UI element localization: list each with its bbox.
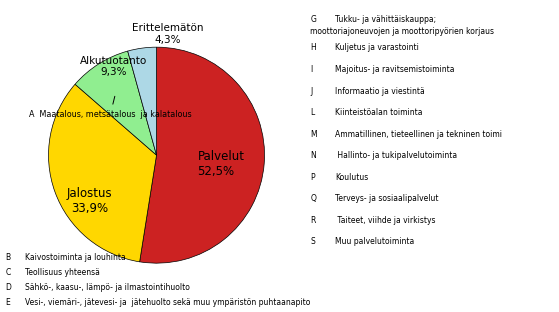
Text: Erittelemätön
4,3%: Erittelemätön 4,3% (131, 23, 203, 45)
Text: P: P (310, 173, 315, 182)
Text: Q: Q (310, 194, 316, 203)
Text: C: C (6, 268, 11, 277)
Text: Taiteet, viihde ja virkistys: Taiteet, viihde ja virkistys (335, 216, 435, 225)
Text: Hallinto- ja tukipalvelutoiminta: Hallinto- ja tukipalvelutoiminta (335, 151, 457, 160)
Text: A  Maatalous, metsätalous  ja kalatalous: A Maatalous, metsätalous ja kalatalous (29, 96, 192, 119)
Text: H: H (310, 43, 316, 52)
Text: Ammatillinen, tieteellinen ja tekninen toimi: Ammatillinen, tieteellinen ja tekninen t… (335, 130, 502, 139)
Text: M: M (310, 130, 317, 139)
Text: J: J (310, 86, 312, 95)
Text: Terveys- ja sosiaalipalvelut: Terveys- ja sosiaalipalvelut (335, 194, 438, 203)
Text: Majoitus- ja ravitsemistoiminta: Majoitus- ja ravitsemistoiminta (335, 65, 454, 74)
Text: Alkutuotanto
9,3%: Alkutuotanto 9,3% (80, 56, 147, 77)
Text: Jalostus
33,9%: Jalostus 33,9% (67, 187, 112, 215)
Text: Vesi-, viemäri-, jätevesi- ja  jätehuolto sekä muu ympäristön puhtaanapito: Vesi-, viemäri-, jätevesi- ja jätehuolto… (25, 298, 311, 307)
Wedge shape (49, 84, 157, 262)
Text: Informaatio ja viestintä: Informaatio ja viestintä (335, 86, 425, 95)
Text: R: R (310, 216, 316, 225)
Text: Muu palvelutoiminta: Muu palvelutoiminta (335, 237, 414, 246)
Text: I: I (310, 65, 312, 74)
Wedge shape (140, 47, 264, 263)
Text: E: E (6, 298, 10, 307)
Wedge shape (127, 47, 157, 155)
Text: Kiinteistöalan toiminta: Kiinteistöalan toiminta (335, 108, 423, 117)
Text: Kaivostoiminta ja louhinta: Kaivostoiminta ja louhinta (25, 253, 126, 262)
Text: Kuljetus ja varastointi: Kuljetus ja varastointi (335, 43, 419, 52)
Text: D: D (6, 283, 12, 292)
Text: moottoriajoneuvojen ja moottoripyörien korjaus: moottoriajoneuvojen ja moottoripyörien k… (310, 27, 494, 36)
Text: G: G (310, 15, 316, 24)
Text: Koulutus: Koulutus (335, 173, 368, 182)
Text: Palvelut
52,5%: Palvelut 52,5% (197, 150, 244, 178)
Text: Tukku- ja vähittäiskauppa;: Tukku- ja vähittäiskauppa; (335, 15, 436, 24)
Wedge shape (75, 51, 157, 155)
Text: Teollisuus yhteensä: Teollisuus yhteensä (25, 268, 100, 277)
Text: L: L (310, 108, 315, 117)
Text: Sähkö-, kaasu-, lämpö- ja ilmastointihuolto: Sähkö-, kaasu-, lämpö- ja ilmastointihuo… (25, 283, 190, 292)
Text: S: S (310, 237, 315, 246)
Text: B: B (6, 253, 11, 262)
Text: N: N (310, 151, 316, 160)
